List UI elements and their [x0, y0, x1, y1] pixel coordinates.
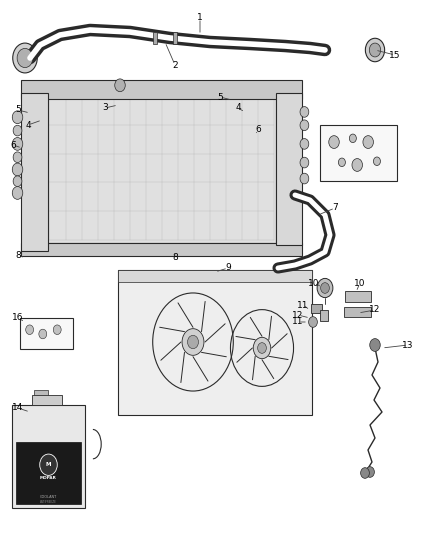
Circle shape — [369, 43, 381, 57]
Circle shape — [329, 136, 339, 149]
Bar — [153, 31, 157, 44]
Circle shape — [13, 125, 22, 136]
Bar — [21, 93, 48, 251]
Circle shape — [182, 329, 204, 356]
Circle shape — [309, 317, 318, 327]
Bar — [47, 93, 276, 243]
Circle shape — [258, 343, 266, 353]
Bar — [345, 290, 371, 302]
Text: 9: 9 — [225, 263, 231, 272]
Bar — [12, 405, 85, 508]
Bar — [118, 270, 312, 415]
Circle shape — [39, 329, 47, 339]
Bar — [21, 80, 302, 99]
Circle shape — [300, 157, 309, 168]
Text: ANTIFREEZE: ANTIFREEZE — [40, 499, 57, 504]
Circle shape — [350, 134, 357, 143]
Circle shape — [40, 454, 57, 475]
Bar — [276, 93, 302, 245]
Text: 12: 12 — [292, 311, 304, 319]
Circle shape — [365, 38, 385, 62]
Circle shape — [115, 79, 125, 92]
Text: 14: 14 — [12, 403, 24, 413]
Bar — [20, 318, 73, 349]
Bar — [34, 390, 49, 395]
Bar — [32, 395, 62, 405]
Circle shape — [321, 282, 329, 293]
Bar — [173, 31, 177, 44]
Circle shape — [12, 163, 23, 176]
Circle shape — [13, 176, 22, 187]
Circle shape — [12, 187, 23, 199]
Text: 5: 5 — [217, 93, 223, 101]
Bar — [321, 310, 328, 321]
Text: 15: 15 — [389, 51, 401, 60]
Text: 4: 4 — [235, 103, 241, 112]
Text: 6: 6 — [10, 141, 16, 149]
Circle shape — [12, 111, 23, 124]
Circle shape — [363, 136, 374, 149]
Text: M: M — [46, 462, 51, 467]
Circle shape — [339, 158, 346, 167]
Bar — [15, 442, 81, 504]
Circle shape — [13, 43, 37, 73]
Text: 3: 3 — [102, 103, 108, 112]
Circle shape — [374, 157, 381, 166]
Circle shape — [187, 335, 198, 349]
Text: 12: 12 — [369, 305, 381, 314]
Circle shape — [53, 325, 61, 335]
Text: 13: 13 — [402, 341, 414, 350]
Text: 1: 1 — [197, 13, 203, 22]
Bar — [320, 125, 397, 181]
Text: 11: 11 — [292, 318, 304, 327]
Text: 10: 10 — [354, 279, 366, 287]
Circle shape — [300, 107, 309, 117]
Text: 7: 7 — [332, 204, 338, 213]
Circle shape — [13, 152, 22, 163]
Text: 10: 10 — [308, 279, 320, 287]
Text: 6: 6 — [255, 125, 261, 134]
Circle shape — [366, 467, 374, 478]
Circle shape — [300, 173, 309, 184]
Bar — [344, 306, 371, 317]
Circle shape — [26, 325, 34, 335]
Text: 11: 11 — [297, 301, 309, 310]
Circle shape — [17, 49, 33, 68]
Text: 5: 5 — [15, 106, 21, 115]
Text: COOLANT: COOLANT — [40, 495, 57, 499]
Circle shape — [370, 338, 380, 351]
Text: MOPAR: MOPAR — [40, 476, 57, 480]
Circle shape — [253, 337, 271, 359]
Circle shape — [300, 120, 309, 131]
Circle shape — [352, 159, 363, 172]
Circle shape — [300, 139, 309, 149]
Circle shape — [12, 138, 23, 150]
Circle shape — [317, 278, 333, 297]
Circle shape — [360, 467, 369, 478]
Text: 16: 16 — [12, 313, 24, 322]
Text: 8: 8 — [15, 251, 21, 260]
Bar — [118, 270, 312, 282]
Bar — [311, 304, 321, 313]
Text: 2: 2 — [172, 61, 178, 69]
Text: 8: 8 — [172, 254, 178, 262]
Text: 4: 4 — [25, 120, 31, 130]
Bar — [21, 243, 302, 256]
